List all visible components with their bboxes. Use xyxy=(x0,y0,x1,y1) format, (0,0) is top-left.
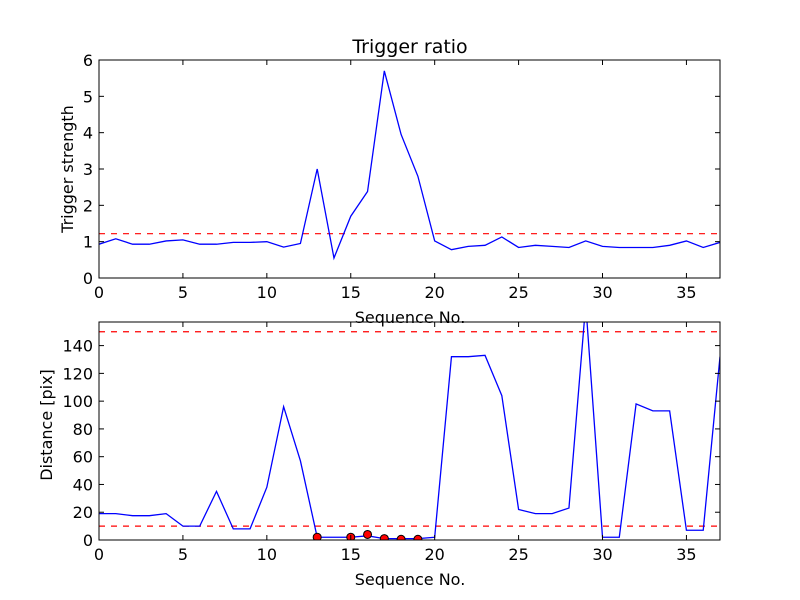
distance-series-line xyxy=(99,322,720,540)
trigger-x-tick-label: 15 xyxy=(341,283,361,302)
trigger-y-tick-label: 3 xyxy=(83,160,93,179)
trigger-x-tick-label: 30 xyxy=(592,283,612,302)
trigger-ticks: 0 5 10 15 20 25 30 35 0 1 2 3 4 5 6 xyxy=(83,51,720,302)
trigger-y-tick-label: 6 xyxy=(83,51,93,70)
distance-x-tick-label: 5 xyxy=(178,545,188,564)
distance-axes-frame xyxy=(98,321,721,541)
distance-y-tick-label: 100 xyxy=(62,392,93,411)
distance-x-tick-label: 25 xyxy=(508,545,528,564)
distance-x-tick-label: 10 xyxy=(257,545,277,564)
trigger-x-axis-label: Sequence No. xyxy=(355,308,466,327)
trigger-x-tick-label: 5 xyxy=(178,283,188,302)
trigger-y-tick-label: 5 xyxy=(83,87,93,106)
distance-y-tick-label: 20 xyxy=(73,503,93,522)
distance-y-tick-label: 40 xyxy=(73,475,93,494)
trigger-x-tick-label: 0 xyxy=(94,283,104,302)
distance-data-point-marker xyxy=(363,529,373,539)
chart-title: Trigger ratio xyxy=(351,36,467,58)
distance-y-tick-label: 0 xyxy=(83,531,93,550)
distance-x-axis-label: Sequence No. xyxy=(355,570,466,589)
trigger-series-line xyxy=(99,70,720,261)
trigger-x-tick-label: 20 xyxy=(424,283,444,302)
trigger-axes-frame xyxy=(98,59,721,279)
trigger-ratio-panel: Trigger ratio 0 5 10 15 20 25 30 35 0 1 2 3 4 5 6 Sequ… xyxy=(58,36,721,327)
distance-y-tick-label: 60 xyxy=(73,448,93,467)
distance-ticks: 0 5 10 15 20 25 30 35 0 20 40 60 80 100 120 140 xyxy=(62,322,720,564)
distance-y-tick-label: 80 xyxy=(73,420,93,439)
distance-y-tick-label: 120 xyxy=(62,364,93,383)
trigger-y-tick-label: 1 xyxy=(83,233,93,252)
distance-y-tick-label: 140 xyxy=(62,337,93,356)
trigger-y-tick-label: 2 xyxy=(83,196,93,215)
trigger-y-tick-label: 4 xyxy=(83,124,93,143)
trigger-x-tick-label: 35 xyxy=(676,283,696,302)
distance-x-tick-label: 20 xyxy=(424,545,444,564)
distance-x-tick-label: 15 xyxy=(341,545,361,564)
distance-data-point-marker xyxy=(396,534,406,540)
distance-x-tick-label: 30 xyxy=(592,545,612,564)
distance-x-tick-label: 0 xyxy=(94,545,104,564)
trigger-plot-area xyxy=(99,70,720,261)
distance-data-point-marker xyxy=(413,534,423,540)
trigger-y-tick-label: 0 xyxy=(83,269,93,288)
distance-plot-area xyxy=(99,322,720,540)
trigger-y-axis-label: Trigger strength xyxy=(58,105,77,234)
trigger-x-tick-label: 25 xyxy=(508,283,528,302)
distance-data-point-marker xyxy=(312,532,322,540)
distance-data-point-marker xyxy=(379,534,389,540)
trigger-x-tick-label: 10 xyxy=(257,283,277,302)
distance-x-tick-label: 35 xyxy=(676,545,696,564)
distance-y-axis-label: Distance [pix] xyxy=(37,369,56,481)
distance-panel: 0 5 10 15 20 25 30 35 0 20 40 60 80 100 120 140 Sequenc… xyxy=(37,321,721,589)
